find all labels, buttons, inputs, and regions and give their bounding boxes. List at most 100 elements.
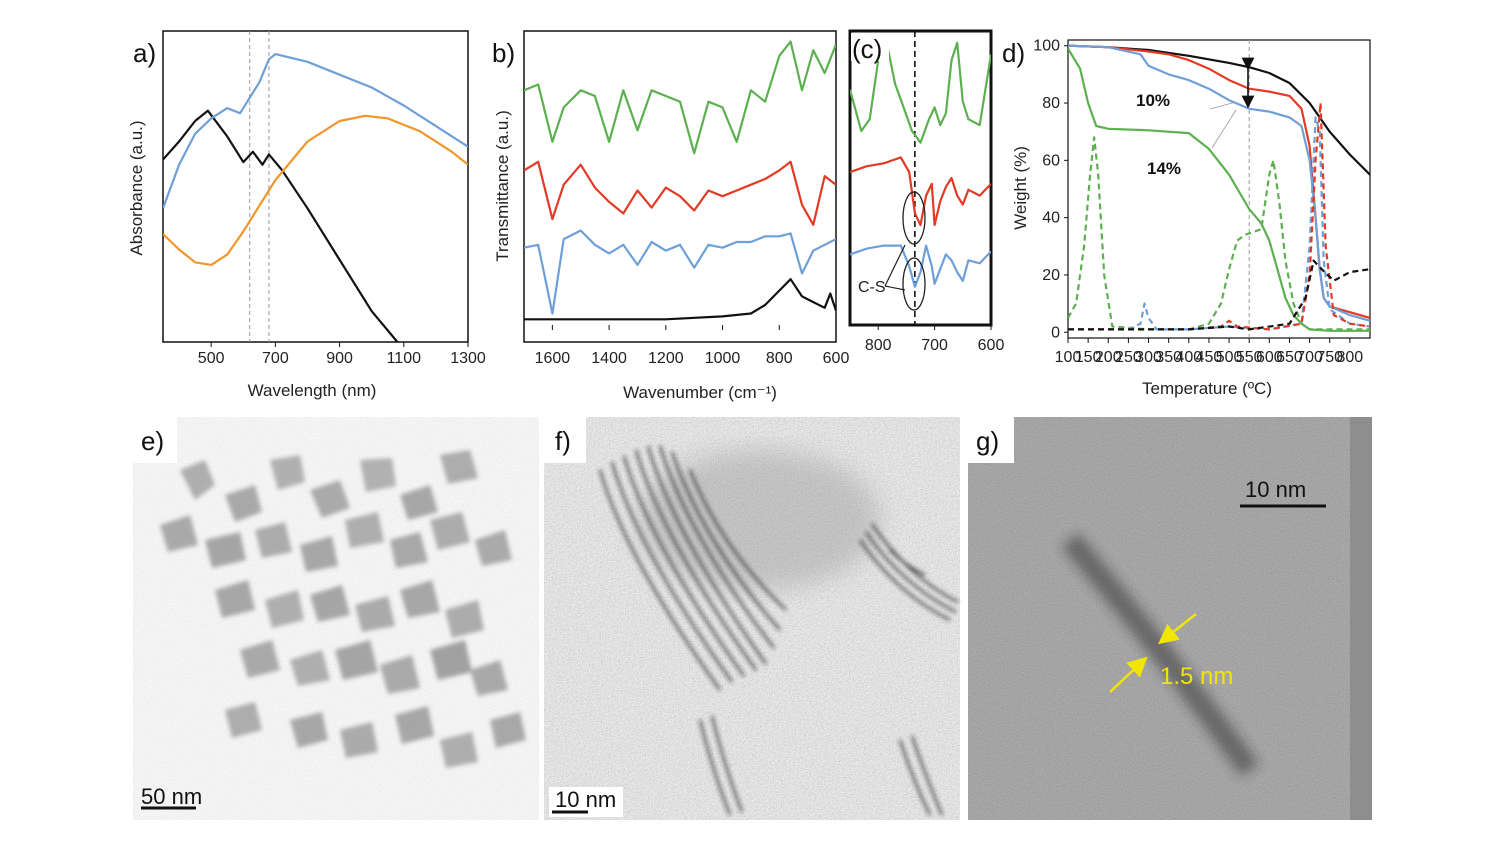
x-tick-label-d: 350 <box>1155 349 1182 366</box>
series-c-blue <box>850 244 991 288</box>
plot-frame-c <box>848 29 993 327</box>
panel-label-c: (c) <box>852 34 882 64</box>
x-tick-label-d: 400 <box>1175 349 1202 366</box>
series-b-red <box>524 160 836 226</box>
x-tick-label-a: 1100 <box>387 350 422 367</box>
nanoparticle-cluster <box>160 450 526 768</box>
series-a-black <box>163 109 399 342</box>
panel-label-c-bg <box>851 33 889 61</box>
cs-annotation: C-S <box>858 279 886 296</box>
y-tick-label-d: 100 <box>1033 38 1060 55</box>
x-tick-label-c: 600 <box>978 337 1005 354</box>
panel-label-a: a) <box>133 38 156 68</box>
x-ticks-b: 1600 1400 1200 1000 800 600 <box>535 325 850 367</box>
panel-d: d) 1001502002503003504004505005506006507… <box>1002 38 1371 398</box>
scalebar-label-e: 50 nm <box>141 784 202 809</box>
x-tick-label-d: 800 <box>1337 349 1364 366</box>
series-d-blue <box>1068 44 1370 322</box>
x-tick-label-d: 200 <box>1095 349 1122 366</box>
series-b-green <box>524 40 836 155</box>
series-d-green-dashed <box>1068 136 1370 331</box>
cs-pointer-line-upper <box>884 244 906 287</box>
x-tick-label-b: 600 <box>823 350 850 367</box>
panel-label-b: b) <box>492 38 515 68</box>
cs-pointer-line-lower <box>884 285 906 291</box>
x-tick-label-a: 1300 <box>450 350 486 367</box>
annotation-14-percent: 14% <box>1147 159 1181 178</box>
series-a-blue <box>163 52 468 209</box>
tem-image-g-particle <box>968 417 1350 820</box>
panel-label-f-bg <box>544 417 586 463</box>
x-tick-label-b: 1400 <box>591 350 627 367</box>
panel-b: b) 1600 1400 1200 1000 800 600 Wavenumber (cm… <box>492 30 850 402</box>
panel-c: (c) C-S 800 700 600 <box>848 29 1005 354</box>
axis-ticks-d: 1001502002503003504004505005506006507007… <box>1033 38 1363 366</box>
plot-frame-d <box>1067 39 1371 339</box>
annotation-leader-10 <box>1209 101 1237 110</box>
x-tick-label-d: 250 <box>1115 349 1142 366</box>
scalebar-label-g: 10 nm <box>1245 477 1306 502</box>
annotation-10-percent: 10% <box>1136 91 1170 110</box>
x-tick-label-b: 1200 <box>648 350 684 367</box>
measure-arrow-lower <box>1109 656 1148 693</box>
plot-frame-a <box>162 30 469 343</box>
x-tick-label-a: 900 <box>326 350 353 367</box>
tem-dark-band <box>1061 532 1259 777</box>
x-tick-label-d: 750 <box>1316 349 1343 366</box>
x-tick-label-d: 100 <box>1055 349 1082 366</box>
x-tick-label-d: 650 <box>1276 349 1303 366</box>
panel-f: f) 10 nm <box>544 417 960 820</box>
plot-frame-b <box>523 30 837 343</box>
x-tick-label-d: 300 <box>1135 349 1162 366</box>
x-tick-label-d: 450 <box>1196 349 1223 366</box>
series-d-black <box>1068 44 1370 176</box>
cs-ellipse-blue <box>902 257 926 311</box>
plot-area-b <box>524 40 836 321</box>
x-tick-label-c: 800 <box>865 337 892 354</box>
y-tick-label-d: 20 <box>1042 267 1060 284</box>
series-d-blue-dashed <box>1068 116 1370 331</box>
x-tick-label-d: 500 <box>1216 349 1243 366</box>
annotation-leader-14 <box>1211 109 1237 149</box>
panel-label-f: f) <box>555 426 571 456</box>
y-tick-label-d: 80 <box>1042 95 1060 112</box>
panel-a: a) 500 700 900 1100 1300 Wavelength (nm) Abs… <box>127 30 486 400</box>
series-d-green <box>1068 48 1370 332</box>
y-axis-title-a: Absorbance (a.u.) <box>127 120 146 255</box>
x-ticks-a: 500 700 900 1100 1300 <box>198 342 486 367</box>
series-b-black <box>524 278 836 321</box>
x-tick-label-b: 800 <box>766 350 793 367</box>
x-tick-label-a: 700 <box>262 350 289 367</box>
measure-label-g: 1.5 nm <box>1160 663 1233 690</box>
series-b-blue <box>524 229 836 315</box>
panel-label-g: g) <box>976 426 999 456</box>
x-ticks-c: 800 700 600 <box>865 325 1005 354</box>
panel-label-e-bg <box>133 417 177 463</box>
series-c-red <box>850 156 991 227</box>
x-tick-label-d: 600 <box>1256 349 1283 366</box>
series-d-black-dashed <box>1068 259 1370 331</box>
y-axis-title-d: Weight (%) <box>1011 146 1030 230</box>
x-tick-label-d: 550 <box>1236 349 1263 366</box>
panel-label-d: d) <box>1002 38 1025 68</box>
scalebar-label-f: 10 nm <box>555 787 616 812</box>
panel-label-g-bg <box>968 417 1014 463</box>
x-axis-title-a: Wavelength (nm) <box>248 381 377 400</box>
x-axis-title-d: Temperature (ºC) <box>1142 379 1272 398</box>
y-tick-label-d: 0 <box>1051 324 1060 341</box>
x-tick-label-d: 700 <box>1296 349 1323 366</box>
panel-g: g) 10 nm 1.5 nm <box>968 417 1372 820</box>
measure-arrow-upper <box>1158 613 1197 645</box>
y-tick-label-d: 40 <box>1042 210 1060 227</box>
plot-area-a <box>163 31 468 342</box>
x-tick-label-c: 700 <box>921 337 948 354</box>
cs-ellipse-red <box>902 191 926 245</box>
y-tick-label-d: 60 <box>1042 152 1060 169</box>
panel-label-e: e) <box>141 426 164 456</box>
panel-e: e) 50 nm <box>133 417 539 820</box>
x-axis-title-b: Wavenumber (cm⁻¹) <box>623 383 777 402</box>
x-tick-label-d: 150 <box>1075 349 1102 366</box>
plot-area-d <box>1068 40 1370 338</box>
series-a-orange <box>163 114 468 266</box>
